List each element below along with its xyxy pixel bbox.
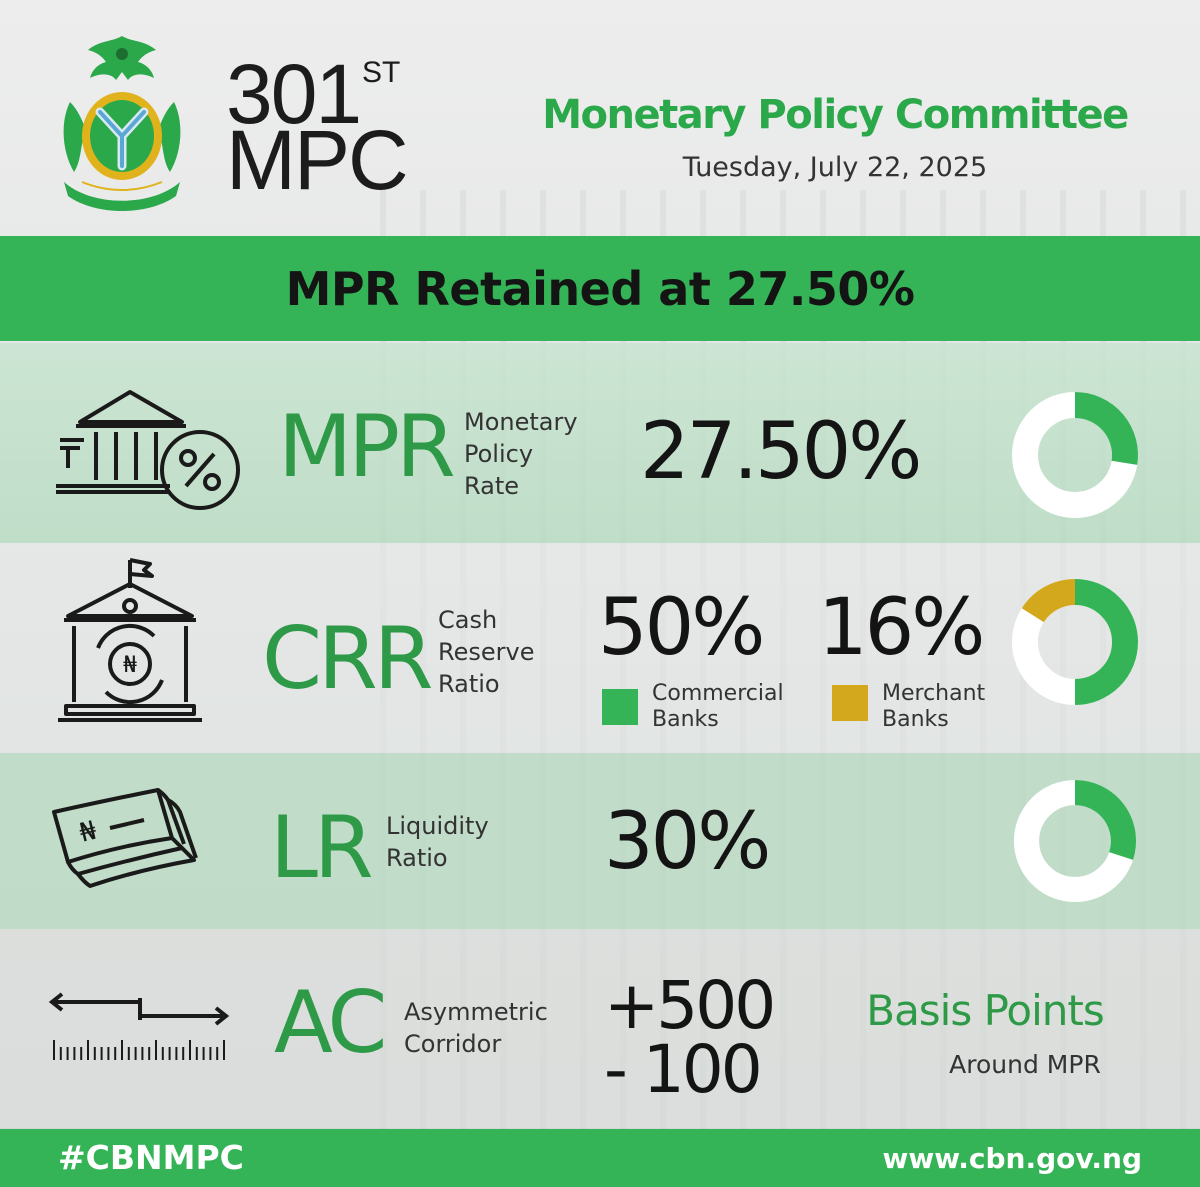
header: 301 ST MPC Monetary Policy Committee Tue… [0, 0, 1200, 235]
merchant-legend-swatch [832, 685, 868, 721]
ac-abbr: AC [274, 973, 387, 1073]
mpr-value: 27.50% [640, 407, 922, 497]
crr-commercial-segment [1074, 579, 1138, 705]
footer-bar [0, 1129, 1200, 1187]
row-ac [0, 929, 1200, 1128]
mpr-description: Monetary Policy Rate [464, 408, 578, 500]
lr-donut-chart [1012, 778, 1138, 904]
mpr-donut-chart [1010, 390, 1140, 520]
merchant-legend-label: Merchant Banks [882, 681, 986, 732]
cbn-seal-logo [52, 32, 192, 214]
ac-description: Asymmetric Corridor [404, 998, 548, 1058]
mpc-number: 301 [226, 47, 362, 141]
commercial-legend-label: Commercial Banks [652, 681, 784, 732]
headline-banner: MPR Retained at 27.50% [0, 236, 1200, 341]
hashtag: #CBNMPC [58, 1138, 244, 1177]
lr-donut-segment [1074, 779, 1137, 860]
crr-description: Cash Reserve Ratio [438, 606, 535, 698]
bank-percent-icon [50, 388, 242, 514]
mpc-label: MPC [226, 113, 409, 207]
lr-abbr: LR [270, 798, 374, 898]
page-title: Monetary Policy Committee [542, 92, 1129, 138]
headline-text: MPR Retained at 27.50% [285, 261, 915, 316]
crr-donut-chart [1010, 577, 1140, 707]
crr-commercial-value: 50% [598, 583, 765, 673]
lr-description: Liquidity Ratio [386, 812, 489, 872]
crr-merchant-segment [1021, 579, 1076, 623]
commercial-legend-swatch [602, 689, 638, 725]
corridor-ruler-icon [48, 990, 230, 1064]
bank-naira-icon: ₦ [54, 556, 204, 726]
ac-upper-value: +500 [604, 967, 776, 1044]
svg-text:₦: ₦ [76, 816, 100, 849]
meeting-date: Tuesday, July 22, 2025 [682, 152, 988, 183]
website-link[interactable]: www.cbn.gov.ng [882, 1142, 1142, 1175]
mpc-suffix: ST [362, 56, 401, 89]
crr-abbr: CRR [262, 609, 434, 709]
around-mpr-label: Around MPR [949, 1050, 1101, 1079]
basis-points-label: Basis Points [866, 986, 1105, 1035]
crr-merchant-value: 16% [818, 583, 985, 673]
cash-stack-icon: ₦ [48, 782, 214, 892]
mpr-donut-segment [1074, 392, 1138, 465]
lr-value: 30% [604, 797, 771, 887]
ac-lower-value: - 100 [604, 1031, 763, 1108]
mpr-abbr: MPR [278, 397, 456, 497]
svg-text:₦: ₦ [123, 653, 137, 678]
row-lr [0, 753, 1200, 929]
